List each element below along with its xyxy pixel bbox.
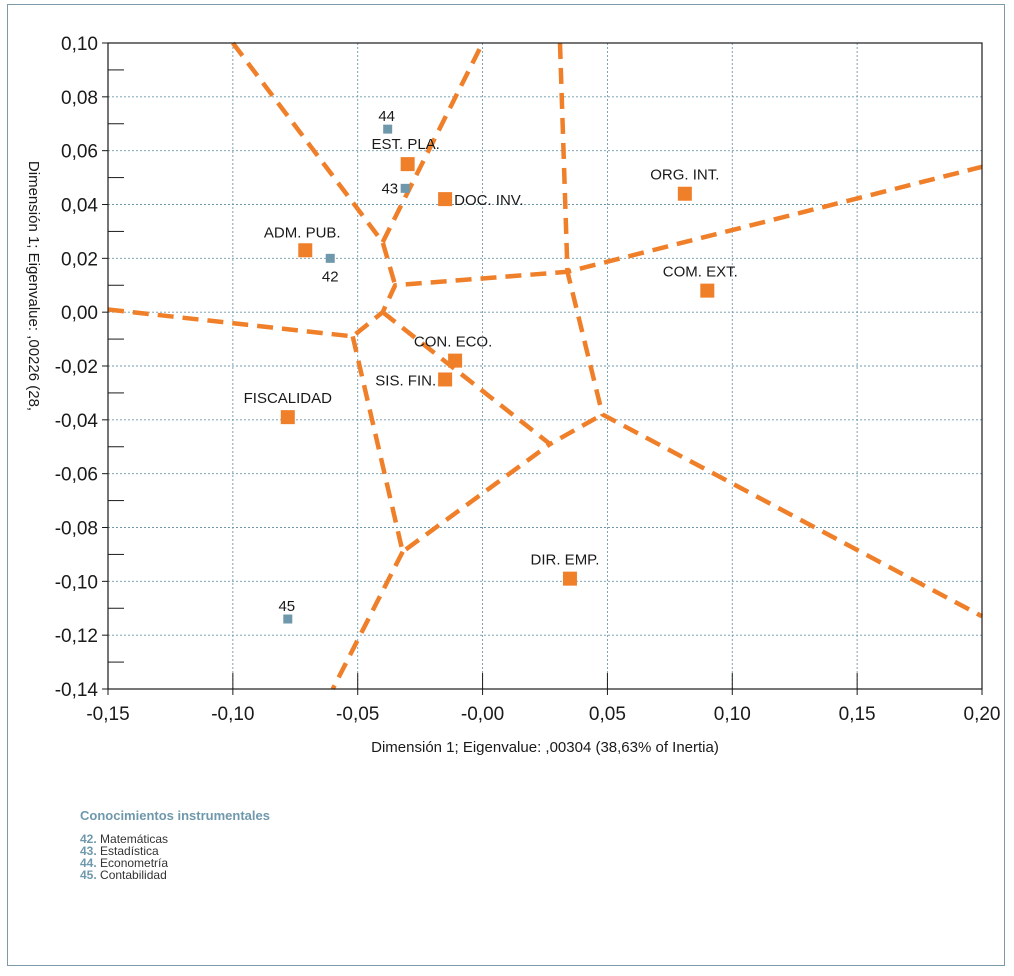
x-tick-label: -0,05 (336, 704, 379, 725)
orange-square-marker (438, 372, 453, 387)
y-tick-label: 0,04 (61, 196, 98, 217)
legend-item: 42. Matemáticas (80, 833, 580, 845)
orange-square-marker (400, 157, 415, 172)
legend-text: Econometría (100, 856, 169, 870)
legend-number: 43. (80, 844, 97, 858)
orange-square-marker (298, 243, 313, 258)
blue-square-marker (325, 253, 335, 263)
boundary-line (231, 41, 398, 286)
x-tick-label: 0,05 (589, 704, 626, 725)
orange-square-marker (562, 571, 577, 586)
y-tick-label: -0,08 (55, 519, 98, 540)
y-tick-label: -0,02 (55, 357, 98, 378)
y-tick-label: 0,00 (61, 303, 98, 324)
legend-text: Contabilidad (100, 868, 167, 882)
y-tick-label: -0,12 (55, 626, 98, 647)
blue-square-marker (383, 124, 393, 134)
point-label: DOC. INV. (454, 192, 523, 209)
boundary-line (380, 41, 485, 244)
y-axis-title: Dimensión 1; Eigenvalue: ,00226 (28, (25, 161, 42, 411)
point-label: ADM. PUB. (264, 224, 341, 241)
point-label: DIR. EMP. (531, 552, 600, 569)
y-tick-label: -0,06 (55, 465, 98, 486)
data-points: EST. PLA. DOC. INV. ORG. INT. ADM. PUB. COM.… (244, 108, 738, 624)
y-tick-label: 0,06 (61, 142, 98, 163)
legend-number: 44. (80, 856, 97, 870)
blue-square-marker (400, 183, 410, 193)
legend-item: 43. Estadística (80, 845, 580, 857)
axis-ticks: 0,10 0,08 0,06 0,04 0,02 0,00 -0,02 -0,04 -0,06 -… (55, 34, 1001, 725)
y-tick-label: -0,14 (55, 680, 99, 701)
orange-square-marker (280, 410, 295, 425)
legend-title: Conocimientos instrumentales (80, 808, 270, 823)
x-tick-label: 0,20 (964, 704, 1001, 725)
x-tick-label: -0,00 (461, 704, 504, 725)
point-label: 44 (378, 108, 395, 125)
orange-square-marker (448, 353, 463, 368)
legend-text: Estadística (100, 844, 159, 858)
y-tick-label: -0,04 (55, 411, 99, 432)
point-label: COM. EXT. (663, 264, 738, 281)
legend-item: 45. Contabilidad (80, 869, 580, 881)
blue-square-marker (283, 614, 293, 624)
point-label: CON. ECO. (414, 334, 492, 351)
legend-text: Matemáticas (100, 832, 169, 846)
point-label: EST. PLA. (371, 136, 439, 153)
legend: Conocimientos instrumentales 42. Matemát… (80, 808, 580, 881)
orange-square-marker (700, 283, 715, 298)
x-axis-title: Dimensión 1; Eigenvalue: ,00304 (38,63% … (371, 739, 719, 756)
point-label: 43 (381, 180, 398, 197)
x-tick-label: 0,15 (839, 704, 876, 725)
boundary-line (330, 550, 405, 691)
y-tick-label: -0,10 (55, 572, 98, 593)
point-label: 42 (322, 268, 339, 285)
y-tick-label: 0,10 (61, 34, 98, 55)
x-tick-label: -0,10 (211, 704, 254, 725)
orange-square-marker (677, 186, 692, 201)
x-tick-label: 0,10 (714, 704, 751, 725)
y-tick-label: 0,08 (61, 88, 98, 109)
figure-frame (7, 4, 1005, 966)
point-label: FISCALIDAD (244, 390, 333, 407)
point-label: 45 (278, 598, 295, 615)
point-label: SIS. FIN. (375, 372, 436, 389)
boundary-line (107, 164, 983, 339)
grid (108, 43, 982, 689)
point-label: ORG. INT. (650, 167, 719, 184)
orange-square-marker (438, 192, 453, 207)
legend-number: 45. (80, 868, 97, 882)
legend-number: 42. (80, 832, 97, 846)
legend-item: 44. Econometría (80, 857, 580, 869)
boundary-line (557, 42, 984, 619)
x-tick-label: -0,15 (86, 704, 129, 725)
boundary-lines (107, 41, 984, 691)
y-tick-label: 0,02 (61, 249, 98, 270)
